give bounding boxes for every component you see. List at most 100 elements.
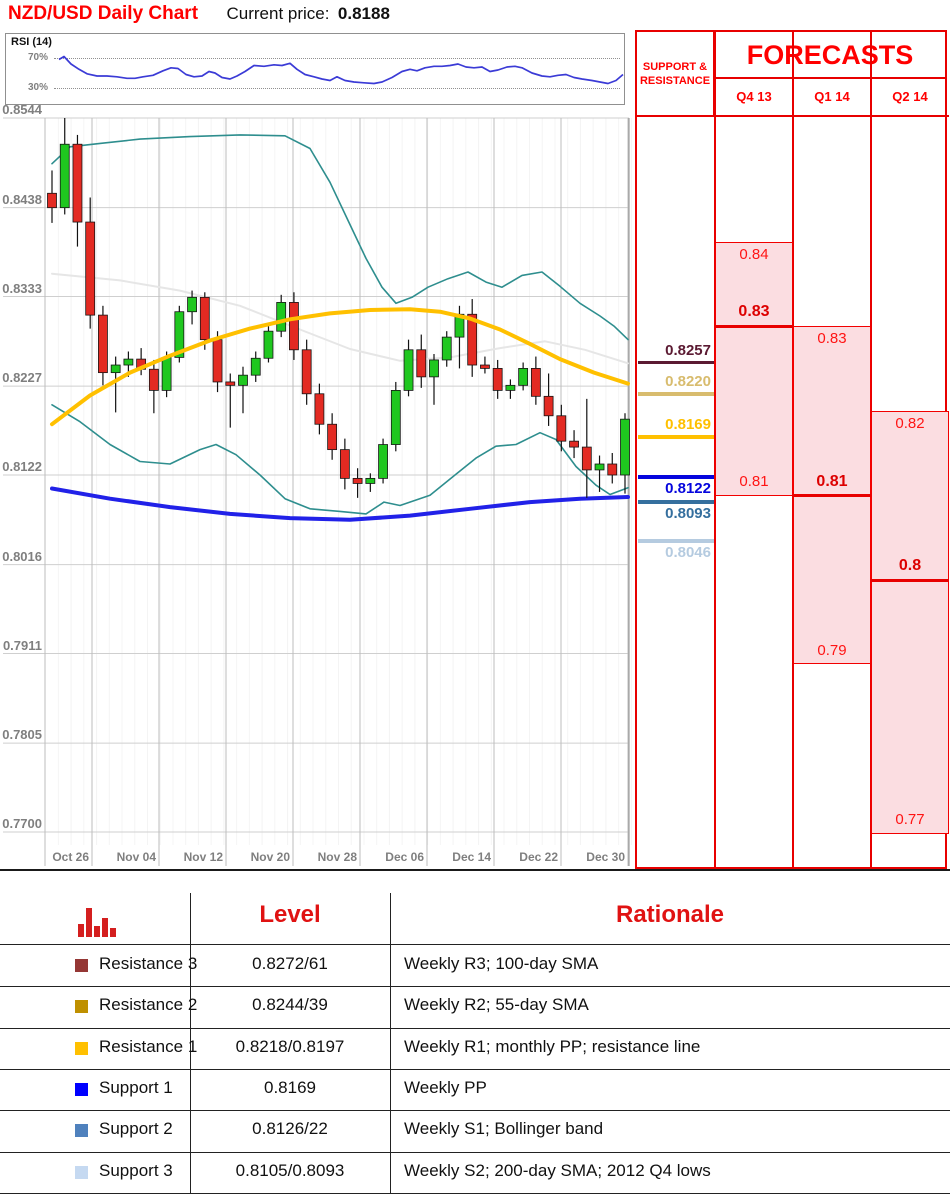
sr-level-value: 0.8220 [665,373,711,390]
candle-down [607,463,618,476]
legend-swatch [75,1166,88,1179]
candle-up [110,364,121,374]
candle-down [212,339,223,383]
candle-down [480,364,490,369]
candle-up [518,368,529,386]
table-row: Resistance 2 0.8244/39 Weekly R2; 55-day S… [0,986,950,1027]
candle-up [378,444,388,479]
sma-100-line [51,272,629,365]
level-value: 0.8218/0.8197 [235,1037,345,1056]
forecast-pivot-value: 0.8 [898,557,922,574]
forecast-quarter-header: Q4 13 [715,79,793,117]
candle-down [289,302,299,351]
rsi-upper-tick: 70% [27,52,48,63]
candle-down [85,221,96,316]
rsi-lower-tick: 30% [27,82,48,93]
rsi-line-chart [58,55,624,85]
sr-column-header: SUPPORT & RESISTANCE [637,32,715,117]
forecast-pivot-line [871,579,949,582]
forecast-pivot-line [715,325,793,328]
candle-down [556,415,567,442]
candle-up [365,477,376,484]
candle-down [327,423,338,451]
candle-down [301,349,312,395]
bar-chart-icon-bar [94,926,100,937]
candle-up [161,357,172,391]
table-border [0,1028,950,1029]
candle-up [250,357,261,376]
table-divider [390,893,391,1194]
forecast-high-value: 0.82 [895,415,925,432]
section-divider [0,869,950,871]
bollinger-lower-line [51,403,629,515]
candle-up [238,374,248,386]
forecast-high-value: 0.84 [739,246,769,263]
candle-down [72,143,83,223]
rsi-upper-gridline [54,58,620,59]
legend-swatch [75,1000,88,1013]
price-tick-label: 0.8544 [2,102,42,117]
date-tick-label: Nov 28 [317,850,357,864]
sr-level-line [638,475,714,479]
level-value: 0.8126/22 [252,1119,328,1138]
bar-chart-icon-bar [78,924,84,937]
sr-level-value: 0.8257 [665,342,711,359]
forecast-pivot-value: 0.81 [816,473,848,490]
table-border [0,1069,950,1070]
date-tick-label: Oct 26 [52,850,89,864]
candle-up [187,296,197,313]
table-divider [190,893,191,1194]
date-tick-label: Dec 14 [452,850,491,864]
current-price-value: 0.8188 [337,4,390,23]
rsi-label: RSI (14) [11,36,52,48]
legend-swatch [75,1042,88,1055]
candlestick-chart [3,117,632,866]
table-row: Support 1 0.8169 Weekly PP [0,1069,950,1110]
candle-down [492,368,503,391]
date-tick-label: Dec 30 [586,850,625,864]
legend-swatch [75,1083,88,1096]
rsi-lower-gridline [54,88,620,89]
price-tick-label: 0.8016 [2,549,42,564]
candle-up [505,384,516,391]
sma-200-line [50,486,630,522]
forecast-low-value: 0.79 [817,642,847,659]
candle-down [416,349,427,378]
candle-up [594,463,605,471]
price-tick-label: 0.8227 [2,370,42,385]
candle-down [314,393,325,425]
price-tick-label: 0.7700 [2,816,42,831]
price-tick-label: 0.7805 [2,727,42,742]
sr-level-value: 0.8169 [665,416,711,433]
candle-up [263,330,274,359]
forecast-low-value: 0.81 [739,473,769,490]
chart-header: NZD/USD Daily Chart Current price: 0.818… [8,3,390,27]
forecast-pivot-value: 0.83 [738,303,770,320]
candle-down [352,477,363,484]
table-border [0,944,950,945]
candle-down [199,296,210,341]
sr-level-line [638,539,714,543]
sr-level-value: 0.8093 [665,505,711,522]
level-rationale: Weekly R1; monthly PP; resistance line [404,1037,701,1056]
forecast-low-value: 0.77 [895,811,925,828]
level-name: Resistance 1 [99,1037,198,1056]
forecast-range-box [871,411,949,834]
date-tick-label: Nov 20 [250,850,290,864]
level-rationale: Weekly PP [404,1078,487,1097]
table-border [0,1193,950,1194]
candle-down [339,449,350,479]
bar-chart-icon [78,899,120,939]
level-value: 0.8244/39 [252,995,328,1014]
level-name: Support 3 [99,1161,173,1180]
price-tick-label: 0.8438 [2,192,42,207]
page-title: NZD/USD Daily Chart [8,3,199,24]
candle-up [276,302,287,332]
price-tick-label: 0.8122 [2,459,42,474]
table-border [0,1152,950,1153]
forecast-high-value: 0.83 [817,330,847,347]
rsi-line [58,55,624,85]
level-name: Support 2 [99,1119,173,1138]
level-name: Resistance 2 [99,995,198,1014]
